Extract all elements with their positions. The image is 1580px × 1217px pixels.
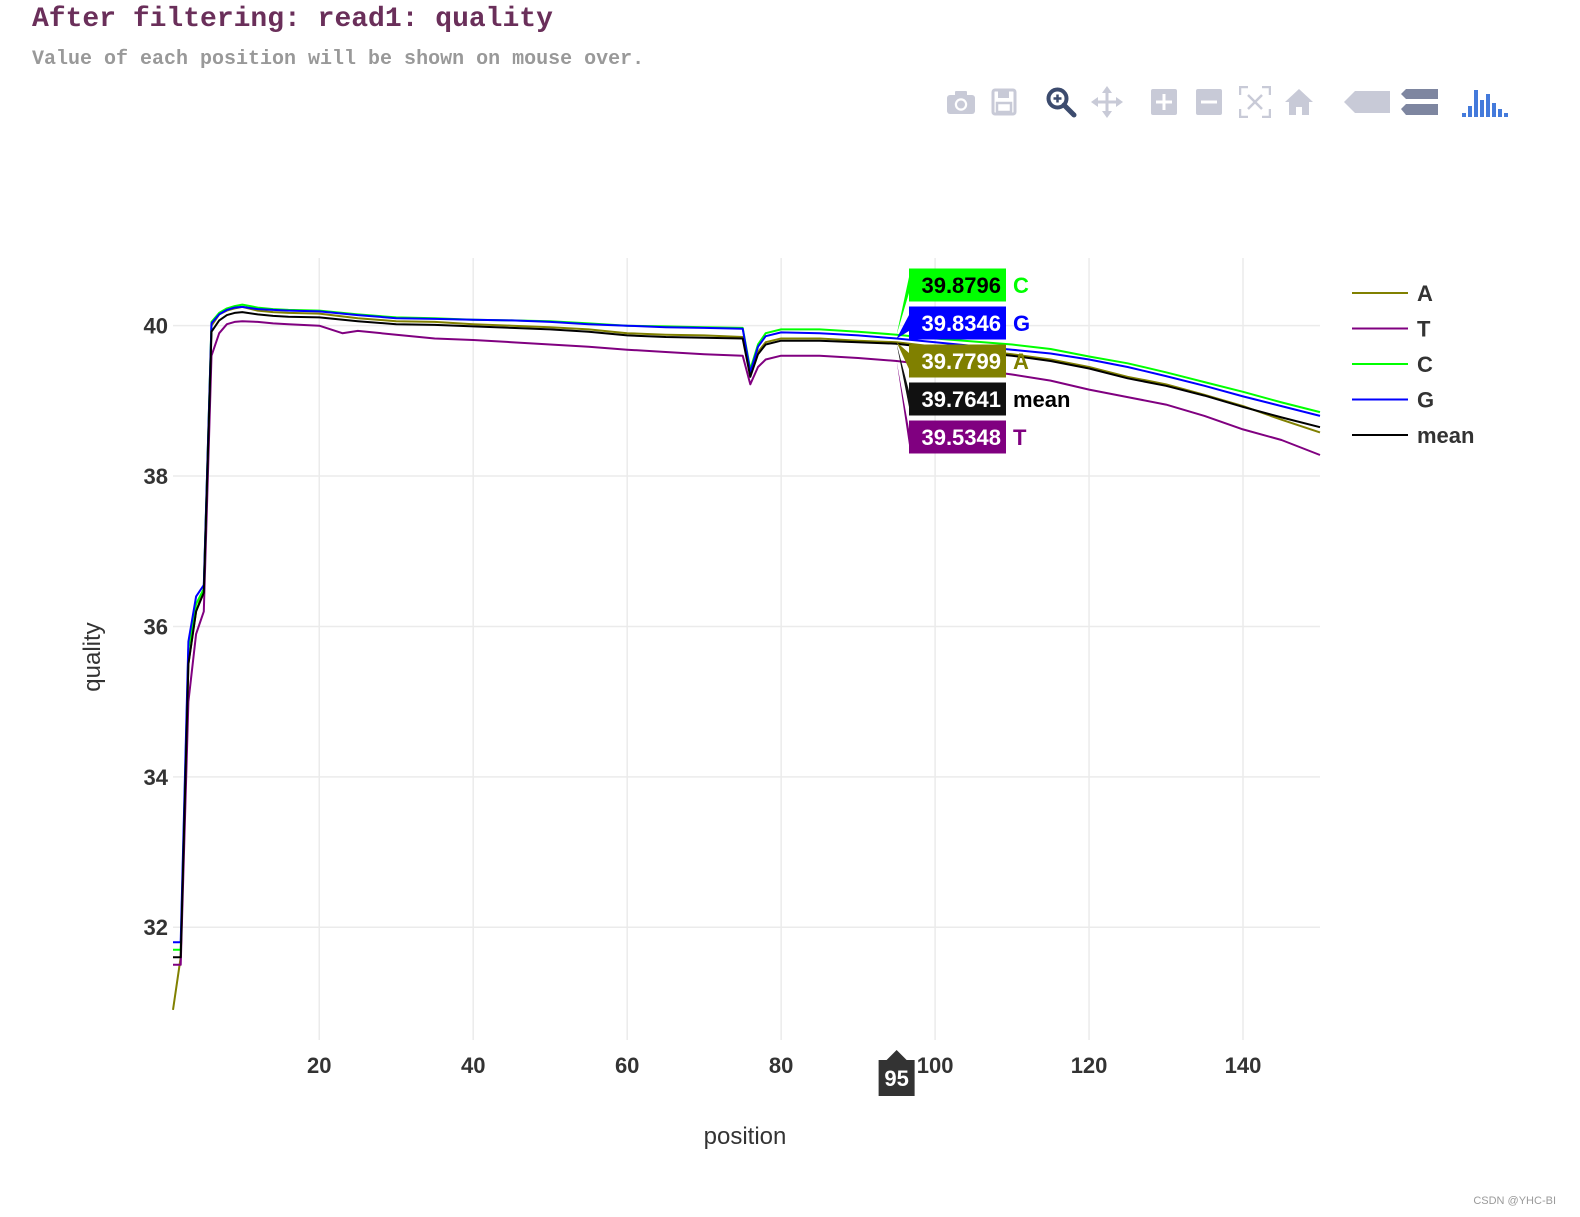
hover-pointer-A bbox=[896, 342, 909, 369]
x-tick-label: 20 bbox=[307, 1053, 331, 1078]
hover-value-mean: 39.7641 bbox=[921, 387, 1001, 412]
legend-label-C: C bbox=[1417, 352, 1433, 377]
series-line-mean bbox=[173, 311, 1321, 959]
legend-label-G: G bbox=[1417, 388, 1434, 413]
y-tick-label: 40 bbox=[144, 314, 168, 339]
zoom-in-icon[interactable] bbox=[1144, 82, 1184, 122]
camera-icon[interactable] bbox=[941, 82, 981, 122]
hover-pointer-T bbox=[896, 361, 909, 445]
hover-series-name-A: A bbox=[1013, 349, 1029, 374]
page-subtitle: Value of each position will be shown on … bbox=[32, 48, 645, 71]
series-line-G bbox=[173, 305, 1321, 944]
zoom-icon[interactable] bbox=[1041, 82, 1081, 122]
hover-box-G bbox=[909, 306, 1006, 340]
x-tick-label: 120 bbox=[1071, 1053, 1108, 1078]
legend-label-mean: mean bbox=[1417, 423, 1474, 448]
hover-series-name-mean: mean bbox=[1013, 387, 1070, 412]
page-title: After filtering: read1: quality bbox=[32, 4, 553, 35]
hover-pointer-C bbox=[896, 277, 909, 335]
save-icon[interactable] bbox=[984, 82, 1024, 122]
x-axis-title: position bbox=[704, 1123, 787, 1150]
hover-pointer-G bbox=[896, 315, 909, 339]
hover-value-G: 39.8346 bbox=[921, 311, 1001, 336]
hover-closest-icon[interactable] bbox=[1343, 82, 1393, 122]
hover-compare-icon[interactable] bbox=[1400, 82, 1440, 122]
x-tick-label: 140 bbox=[1225, 1053, 1262, 1078]
hover-series-name-G: G bbox=[1013, 311, 1030, 336]
hover-box-mean bbox=[909, 382, 1006, 416]
hover-box-A bbox=[909, 344, 1006, 378]
series-line-A bbox=[172, 305, 1321, 1011]
watermark: CSDN @YHC-BI bbox=[1473, 1195, 1556, 1207]
x-hover-value: 95 bbox=[884, 1066, 908, 1091]
plotly-logo-icon[interactable] bbox=[1460, 82, 1510, 122]
legend-label-T: T bbox=[1417, 317, 1431, 342]
x-tick-label: 80 bbox=[769, 1053, 793, 1078]
hover-box-T bbox=[909, 420, 1006, 454]
home-icon[interactable] bbox=[1279, 82, 1319, 122]
autoscale-icon[interactable] bbox=[1235, 82, 1275, 122]
x-tick-label: 60 bbox=[615, 1053, 639, 1078]
y-tick-label: 34 bbox=[144, 765, 169, 790]
zoom-out-icon[interactable] bbox=[1189, 82, 1229, 122]
y-tick-label: 38 bbox=[144, 464, 168, 489]
x-tick-label: 100 bbox=[917, 1053, 954, 1078]
hover-value-T: 39.5348 bbox=[921, 425, 1001, 450]
hover-pointer-mean bbox=[896, 343, 909, 407]
hover-series-name-C: C bbox=[1013, 273, 1029, 298]
x-hover-box bbox=[878, 1060, 915, 1096]
pan-icon[interactable] bbox=[1087, 82, 1127, 122]
x-tick-label: 40 bbox=[461, 1053, 485, 1078]
hover-value-C: 39.8796 bbox=[921, 273, 1001, 298]
hover-box-C bbox=[909, 268, 1006, 302]
y-tick-label: 36 bbox=[144, 614, 168, 639]
legend-label-A: A bbox=[1417, 281, 1433, 306]
hover-series-name-T: T bbox=[1013, 425, 1027, 450]
hover-value-A: 39.7799 bbox=[921, 349, 1001, 374]
modebar bbox=[940, 82, 1520, 122]
series-line-T bbox=[173, 320, 1321, 966]
y-axis-title: quality bbox=[79, 622, 106, 691]
x-hover-pointer bbox=[886, 1050, 907, 1060]
y-tick-label: 32 bbox=[144, 915, 168, 940]
